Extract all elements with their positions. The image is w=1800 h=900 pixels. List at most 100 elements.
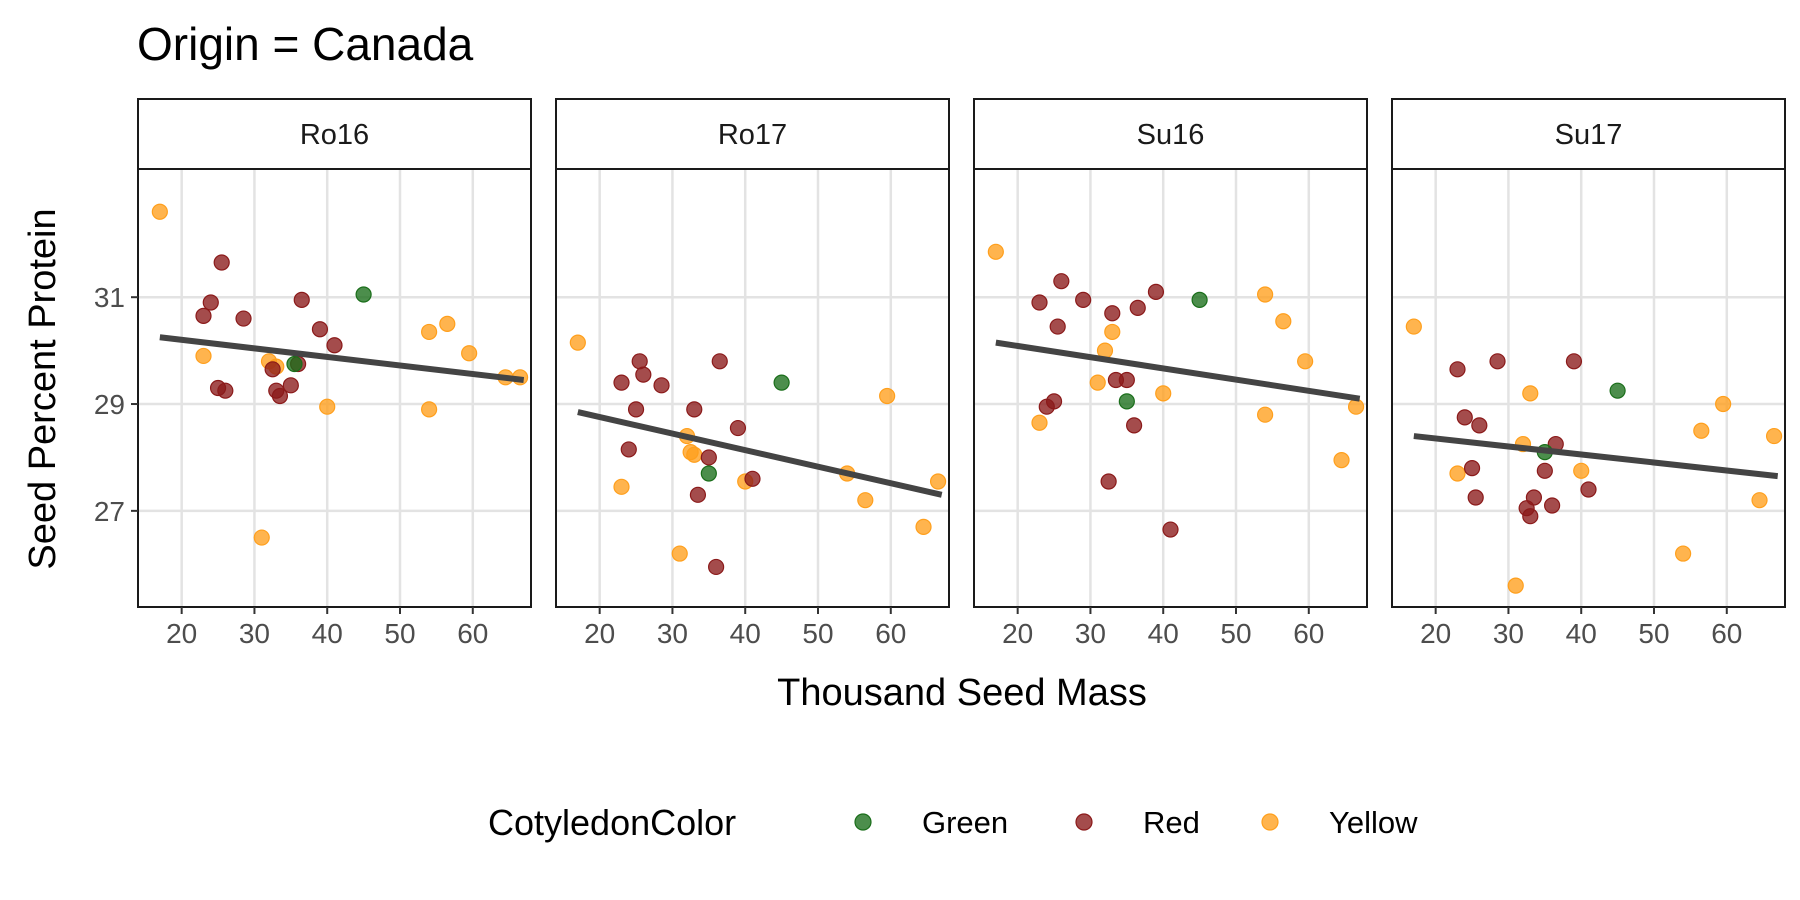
x-tick-label: 40 — [312, 618, 343, 649]
x-tick-label: 60 — [875, 618, 906, 649]
data-point-yellow — [1297, 353, 1314, 370]
facet-panel-su17: Su17 20 30 40 50 60 — [1391, 98, 1786, 649]
legend-key-red — [1075, 813, 1093, 831]
trend-line — [1413, 433, 1779, 480]
data-point-yellow — [1257, 406, 1274, 423]
data-point-yellow — [195, 347, 212, 365]
data-point-red — [686, 401, 703, 418]
facet-strip-label: Ro17 — [718, 119, 787, 151]
data-point-green — [700, 465, 717, 482]
x-tick-label: 30 — [657, 618, 688, 649]
data-point-yellow — [1089, 374, 1106, 391]
data-point-red — [1536, 462, 1553, 479]
panel-border — [1391, 168, 1786, 608]
data-point-yellow — [1573, 462, 1590, 479]
data-point-red — [1565, 353, 1583, 370]
data-point-yellow — [151, 203, 168, 220]
x-tick-label: 60 — [1711, 618, 1742, 649]
trend-line — [159, 334, 525, 383]
data-point-red — [271, 387, 289, 405]
x-tick-label: 40 — [1148, 618, 1179, 649]
data-point-red — [213, 254, 230, 271]
y-tick-label: 31 — [94, 282, 125, 313]
data-point-yellow — [1522, 385, 1539, 402]
plot-area — [138, 169, 531, 607]
facet-strip — [137, 98, 532, 170]
facet-strip — [973, 98, 1368, 170]
data-point-green — [1118, 393, 1135, 410]
data-point-yellow — [421, 401, 438, 418]
legend-label-yellow: Yellow — [1329, 805, 1418, 840]
panel-border — [137, 168, 532, 608]
legend-label-red: Red — [1143, 805, 1200, 840]
data-point-red — [1489, 353, 1506, 370]
data-point-green — [286, 355, 303, 373]
data-point-yellow — [439, 315, 456, 333]
data-point-red — [1580, 481, 1597, 498]
data-point-red — [1126, 417, 1143, 434]
data-point-yellow — [1333, 452, 1350, 469]
plot-area — [1392, 169, 1785, 607]
data-point-red — [1129, 299, 1146, 316]
data-point-red — [282, 377, 299, 394]
x-tick-label: 30 — [1075, 618, 1106, 649]
data-point-yellow — [1751, 492, 1768, 509]
data-point-red — [1522, 508, 1539, 525]
data-point-yellow — [1693, 422, 1710, 439]
data-point-yellow — [1765, 427, 1783, 445]
data-point-yellow — [915, 518, 932, 535]
x-tick-label: 30 — [239, 618, 270, 649]
data-point-yellow — [253, 529, 270, 546]
facet-strip-label: Ro16 — [300, 119, 369, 151]
data-point-yellow — [1715, 395, 1732, 413]
chart-title: Origin = Canada — [137, 18, 474, 70]
data-point-red — [1162, 521, 1179, 538]
data-point-red — [1544, 497, 1561, 514]
facet-panels: Ro16 20 30 40 50 60 27 29 31 Ro17 20 30 40 50 60 Su16 20… — [94, 98, 1786, 649]
data-point-red — [311, 321, 329, 338]
facet-strip-label: Su17 — [1555, 119, 1623, 151]
data-point-red — [1045, 393, 1063, 410]
data-point-green — [355, 286, 372, 303]
x-tick-label: 60 — [1293, 618, 1324, 649]
data-point-red — [613, 374, 630, 391]
data-point-yellow — [1155, 385, 1172, 402]
data-point-yellow — [1405, 318, 1422, 335]
x-tick-label: 60 — [457, 618, 488, 649]
legend-title: CotyledonColor — [488, 802, 736, 843]
data-point-red — [700, 449, 717, 466]
data-point-green — [1609, 382, 1626, 399]
data-point-red — [1100, 473, 1117, 490]
data-point-yellow — [421, 323, 438, 341]
data-point-red — [1147, 283, 1165, 300]
legend-key-yellow — [1261, 813, 1279, 831]
x-tick-label: 20 — [584, 618, 615, 649]
y-tick-label: 27 — [94, 496, 125, 527]
x-tick-label: 40 — [1566, 618, 1597, 649]
data-point-yellow — [1449, 465, 1466, 482]
legend-key-green — [854, 813, 872, 831]
data-point-red — [202, 294, 219, 311]
data-point-yellow — [879, 387, 896, 405]
data-point-yellow — [1257, 286, 1274, 303]
data-point-red — [620, 441, 637, 458]
data-point-red — [1525, 489, 1543, 506]
data-point-red — [708, 558, 725, 576]
data-point-red — [264, 361, 281, 378]
data-point-red — [1104, 305, 1121, 322]
y-tick-label: 29 — [94, 389, 125, 420]
data-point-red — [293, 291, 310, 308]
data-point-red — [1031, 294, 1048, 311]
data-point-green — [1191, 291, 1208, 308]
x-tick-label: 20 — [1002, 618, 1033, 649]
x-tick-label: 20 — [166, 618, 197, 649]
data-point-red — [326, 337, 343, 354]
data-point-red — [635, 366, 652, 383]
data-point-yellow — [686, 446, 703, 463]
x-tick-label: 50 — [384, 618, 415, 649]
trend-line — [577, 409, 943, 498]
data-point-yellow — [1031, 414, 1048, 431]
data-point-yellow — [613, 478, 630, 495]
data-point-yellow — [1104, 323, 1121, 341]
